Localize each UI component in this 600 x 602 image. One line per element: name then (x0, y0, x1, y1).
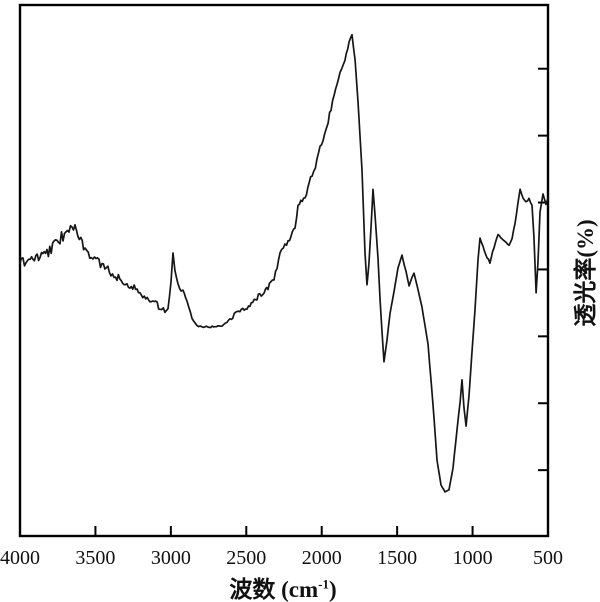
x-tick-label: 2000 (301, 547, 342, 569)
x-tick-label: 2500 (226, 547, 267, 569)
x-tick-label: 4000 (0, 547, 40, 569)
x-axis-ticks (19, 526, 549, 535)
x-tick-label: 500 (533, 547, 563, 569)
x-tick-label: 3500 (75, 547, 116, 569)
y-axis-ticks (538, 67, 547, 472)
x-tick-label: 1000 (452, 547, 493, 569)
x-axis-title: 波数 (cm-1) (229, 570, 336, 602)
x-tick-label: 1500 (377, 547, 418, 569)
x-tick-label: 3000 (150, 547, 191, 569)
x-axis-title-text: 波数 (cm (229, 577, 319, 602)
spectrum-curve (19, 33, 549, 493)
plot-frame (18, 3, 550, 538)
x-axis-title-superscript: -1 (318, 576, 329, 592)
y-axis-title: 透光率(%) (573, 219, 598, 327)
x-axis-title-close-paren: ) (328, 577, 337, 602)
